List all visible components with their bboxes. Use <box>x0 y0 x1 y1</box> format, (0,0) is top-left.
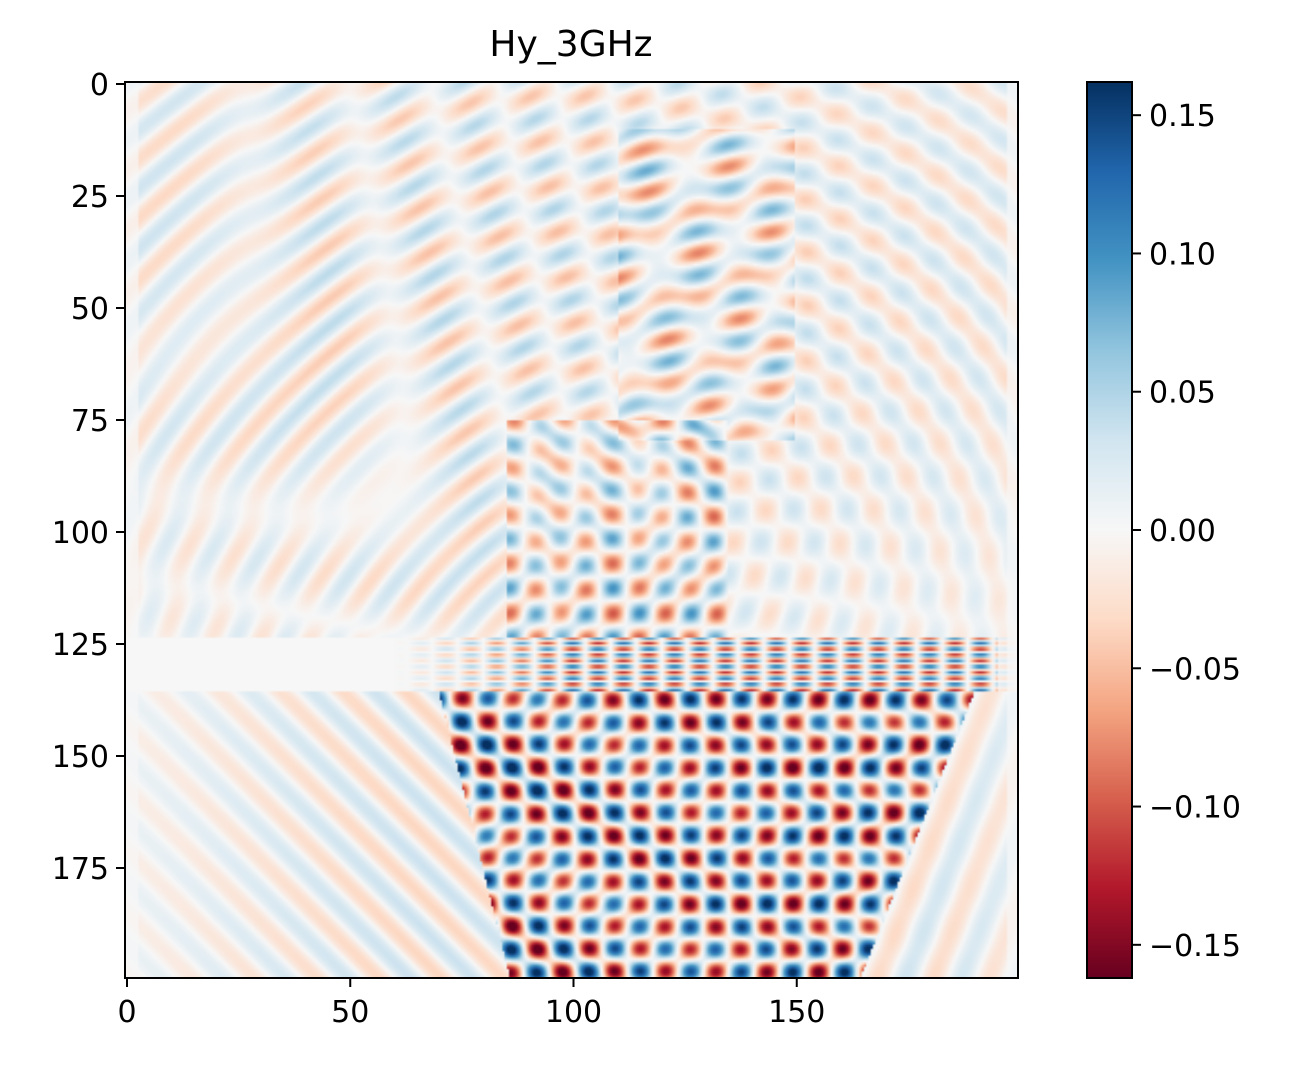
y-tick-label: 50 <box>71 292 109 327</box>
x-tick-label: 50 <box>331 995 369 1030</box>
colorbar-tick-label: −0.05 <box>1149 652 1241 687</box>
x-tick-label: 0 <box>117 995 136 1030</box>
colorbar-tick-label: 0.15 <box>1149 99 1216 134</box>
y-tick-label: 125 <box>52 628 109 663</box>
colorbar-axis: 0.15 0.10 0.05 0.00 −0.05 −0.10 −0.15 <box>1132 99 1241 964</box>
colorbar-tick-label: −0.10 <box>1149 791 1241 826</box>
x-tick-label: 100 <box>545 995 602 1030</box>
chart-title: Hy_3GHz <box>489 24 652 65</box>
y-tick-label: 100 <box>52 516 109 551</box>
colorbar-tick-label: −0.15 <box>1149 929 1241 964</box>
heatmap-image <box>125 82 1018 978</box>
y-tick-label: 0 <box>90 68 109 103</box>
y-axis: 0 25 50 75 100 125 150 175 <box>52 68 125 887</box>
y-tick-label: 150 <box>52 740 109 775</box>
x-tick-label: 150 <box>768 995 825 1030</box>
y-tick-label: 25 <box>71 180 109 215</box>
colorbar-tick-label: 0.05 <box>1149 376 1216 411</box>
y-tick-label: 75 <box>71 404 109 439</box>
y-tick-label: 175 <box>52 852 109 887</box>
colorbar-tick-label: 0.10 <box>1149 237 1216 272</box>
x-axis: 0 50 100 150 <box>117 978 825 1030</box>
plot-frame <box>124 81 1019 979</box>
colorbar-tick-label: 0.00 <box>1149 514 1216 549</box>
colorbar-bar <box>1086 81 1133 979</box>
